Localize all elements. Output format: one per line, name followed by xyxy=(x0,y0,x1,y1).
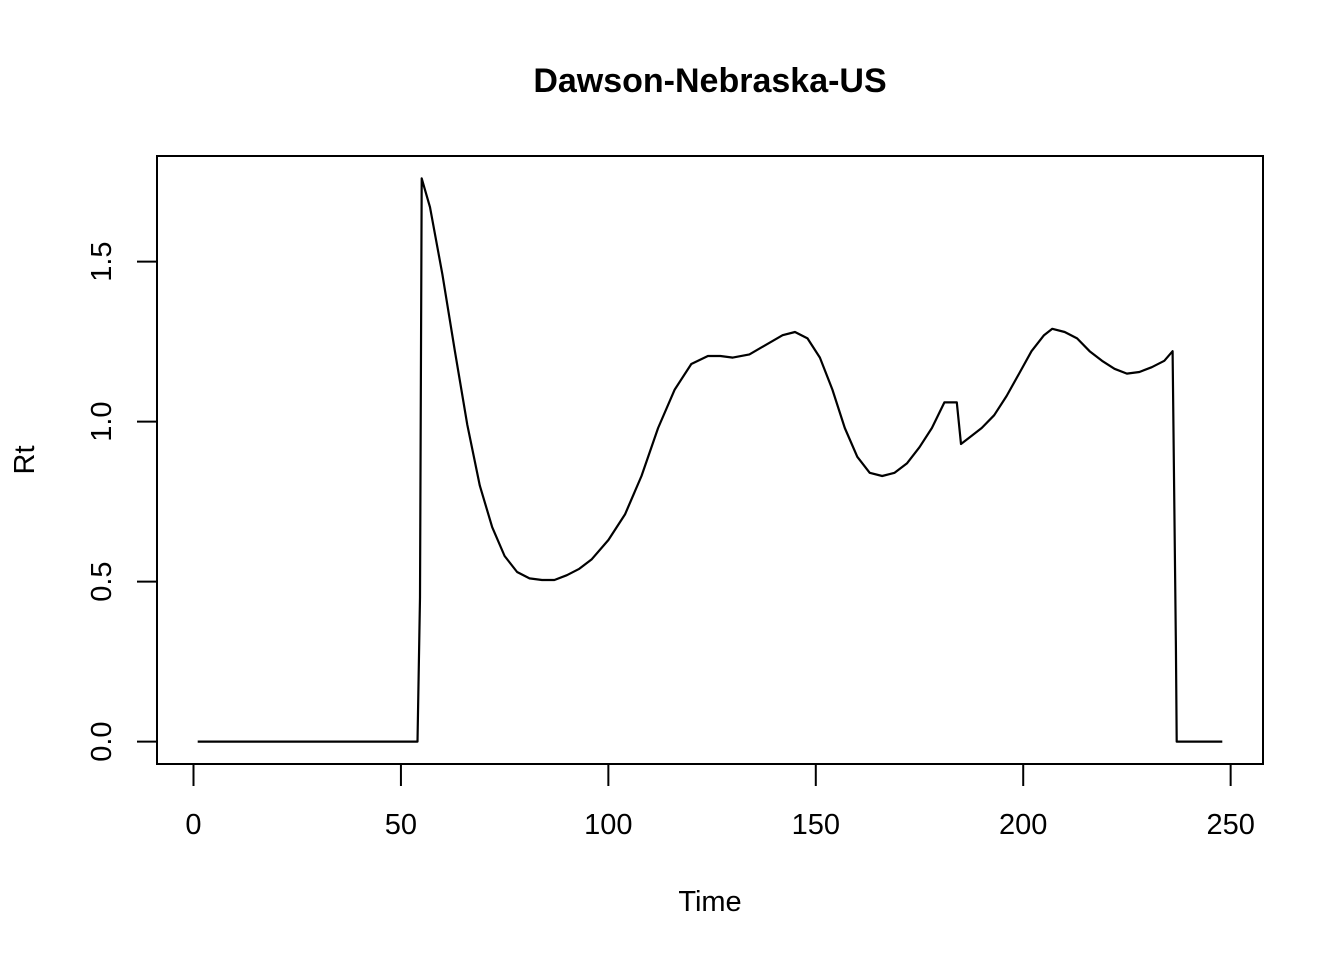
y-tick-label: 1.0 xyxy=(86,401,118,441)
x-axis: 0 50 100 150 200 250 xyxy=(185,763,1255,841)
y-axis: 0.0 0.5 1.0 1.5 xyxy=(86,241,158,762)
x-tick-label: 250 xyxy=(1206,809,1254,841)
y-tick-label: 0.5 xyxy=(86,561,118,601)
y-tick-label: 0.0 xyxy=(86,721,118,761)
plot-frame xyxy=(156,155,1264,765)
x-tick-label: 200 xyxy=(999,809,1047,841)
rt-series-line xyxy=(197,177,1223,743)
x-tick-label: 0 xyxy=(185,809,201,841)
chart-title: Dawson-Nebraska-US xyxy=(533,62,886,100)
x-axis-label: Time xyxy=(678,886,741,918)
x-tick-label: 100 xyxy=(584,809,632,841)
x-tick-label: 50 xyxy=(385,809,417,841)
y-axis-label: Rt xyxy=(9,446,41,475)
x-tick-label: 150 xyxy=(792,809,840,841)
y-tick-label: 1.5 xyxy=(86,241,118,281)
